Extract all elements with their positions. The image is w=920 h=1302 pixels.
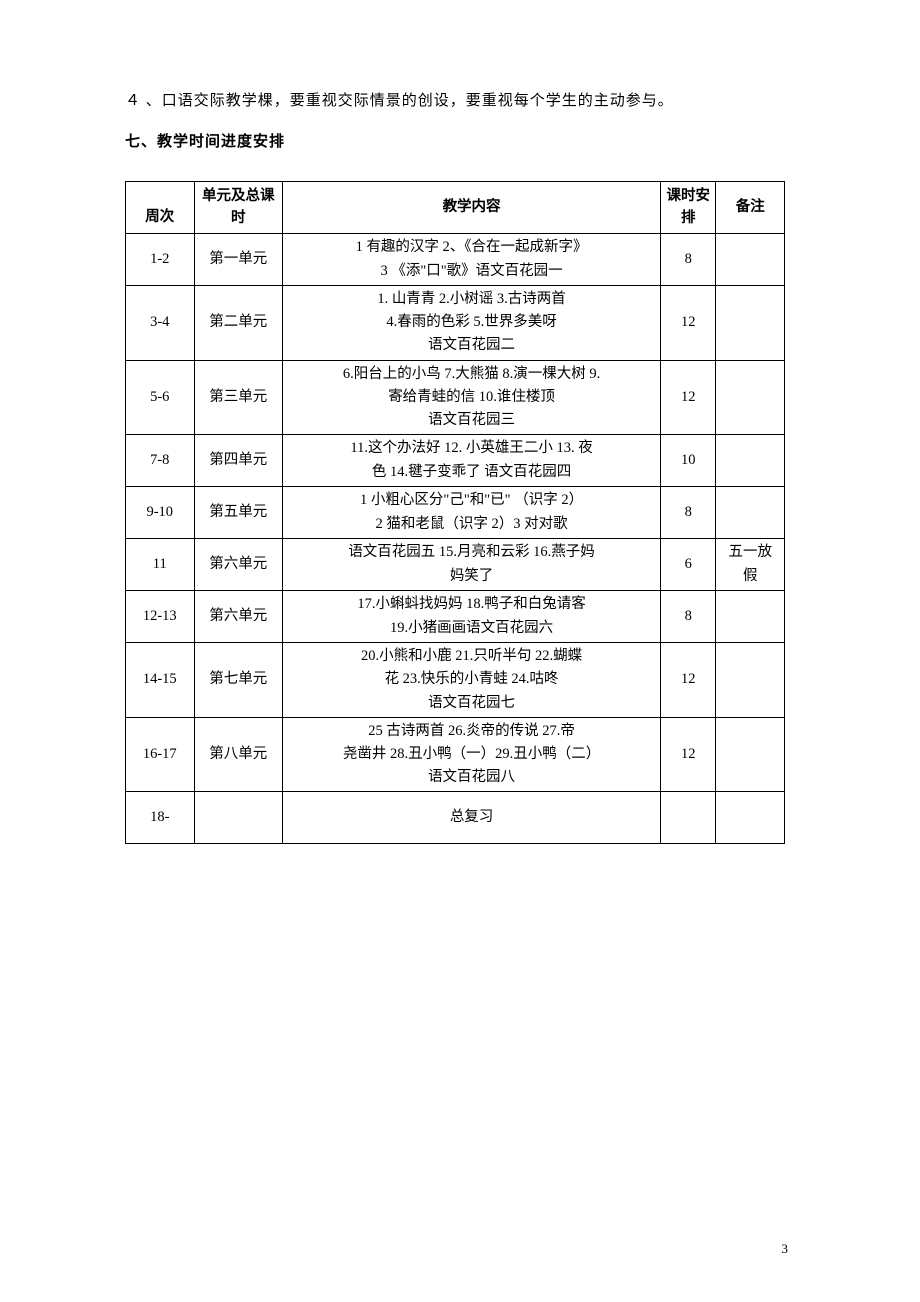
content-line: 1 有趣的汉字 2、《合在一起成新字》: [356, 239, 588, 255]
cell-notes: [716, 487, 785, 539]
table-row: 18- 总复习: [126, 792, 785, 844]
cell-hours: [661, 792, 716, 844]
schedule-table: 周次 单元及总课时 教学内容 课时安排 备注 1-2 第一单元 1 有趣的汉字 …: [125, 181, 785, 844]
content-line: 语文百花园七: [428, 695, 515, 711]
content-line: 语文百花园三: [428, 412, 515, 428]
table-row: 16-17 第八单元 25 古诗两首 26.炎帝的传说 27.帝 尧凿井 28.…: [126, 717, 785, 792]
cell-content: 语文百花园五 15.月亮和云彩 16.燕子妈 妈笑了: [283, 539, 661, 591]
header-unit: 单元及总课时: [194, 182, 282, 234]
cell-week: 7-8: [126, 435, 195, 487]
cell-notes: [716, 286, 785, 361]
content-line: 17.小蝌蚪找妈妈 18.鸭子和白兔请客: [357, 596, 585, 612]
table-row: 7-8 第四单元 11.这个办法好 12. 小英雄王二小 13. 夜 色 14.…: [126, 435, 785, 487]
cell-hours: 8: [661, 234, 716, 286]
content-line: 尧凿井 28.丑小鸭（一）29.丑小鸭（二）: [343, 746, 600, 762]
cell-unit: 第六单元: [194, 539, 282, 591]
cell-notes: [716, 234, 785, 286]
cell-content: 1. 山青青 2.小树谣 3.古诗两首 4.春雨的色彩 5.世界多美呀 语文百花…: [283, 286, 661, 361]
cell-notes: [716, 792, 785, 844]
cell-content: 17.小蝌蚪找妈妈 18.鸭子和白兔请客 19.小猪画画语文百花园六: [283, 591, 661, 643]
cell-notes: [716, 591, 785, 643]
cell-week: 16-17: [126, 717, 195, 792]
cell-hours: 12: [661, 286, 716, 361]
cell-content: 6.阳台上的小鸟 7.大熊猫 8.演一棵大树 9. 寄给青蛙的信 10.谁住楼顶…: [283, 360, 661, 435]
header-content: 教学内容: [283, 182, 661, 234]
table-row: 9-10 第五单元 1 小粗心区分"己"和"已" （识字 2） 2 猫和老鼠（识…: [126, 487, 785, 539]
content-line: 语文百花园八: [428, 769, 515, 785]
notes-line: 假: [743, 568, 758, 584]
cell-week: 18-: [126, 792, 195, 844]
cell-hours: 8: [661, 487, 716, 539]
header-notes: 备注: [716, 182, 785, 234]
page-number: 3: [782, 1241, 789, 1257]
cell-hours: 10: [661, 435, 716, 487]
table-row: 1-2 第一单元 1 有趣的汉字 2、《合在一起成新字》 3 《添"口"歌》语文…: [126, 234, 785, 286]
cell-hours: 12: [661, 717, 716, 792]
content-line: 4.春雨的色彩 5.世界多美呀: [386, 314, 556, 330]
cell-week: 9-10: [126, 487, 195, 539]
content-line: 2 猫和老鼠（识字 2）3 对对歌: [376, 516, 568, 532]
cell-notes: [716, 435, 785, 487]
cell-week: 5-6: [126, 360, 195, 435]
cell-unit: [194, 792, 282, 844]
section-heading: 七、教学时间进度安排: [125, 126, 795, 159]
cell-content: 总复习: [283, 792, 661, 844]
cell-notes: [716, 360, 785, 435]
cell-content: 20.小熊和小鹿 21.只听半句 22.蝴蝶 花 23.快乐的小青蛙 24.咕咚…: [283, 643, 661, 718]
content-line: 6.阳台上的小鸟 7.大熊猫 8.演一棵大树 9.: [343, 366, 600, 382]
notes-line: 五一放: [728, 544, 772, 560]
cell-hours: 12: [661, 360, 716, 435]
table-row: 11 第六单元 语文百花园五 15.月亮和云彩 16.燕子妈 妈笑了 6 五一放…: [126, 539, 785, 591]
cell-hours: 12: [661, 643, 716, 718]
cell-unit: 第一单元: [194, 234, 282, 286]
cell-week: 1-2: [126, 234, 195, 286]
header-hours: 课时安排: [661, 182, 716, 234]
table-header-row: 周次 单元及总课时 教学内容 课时安排 备注: [126, 182, 785, 234]
content-line: 19.小猪画画语文百花园六: [390, 620, 553, 636]
table-row: 12-13 第六单元 17.小蝌蚪找妈妈 18.鸭子和白兔请客 19.小猪画画语…: [126, 591, 785, 643]
cell-week: 14-15: [126, 643, 195, 718]
cell-unit: 第八单元: [194, 717, 282, 792]
content-line: 25 古诗两首 26.炎帝的传说 27.帝: [368, 723, 575, 739]
content-line: 11.这个办法好 12. 小英雄王二小 13. 夜: [350, 440, 592, 456]
header-week: 周次: [126, 182, 195, 234]
content-line: 总复习: [450, 809, 494, 825]
content-line: 语文百花园五 15.月亮和云彩 16.燕子妈: [348, 544, 595, 560]
cell-content: 11.这个办法好 12. 小英雄王二小 13. 夜 色 14.毽子变乖了 语文百…: [283, 435, 661, 487]
content-line: 3 《添"口"歌》语文百花园一: [380, 263, 562, 279]
cell-content: 1 小粗心区分"己"和"已" （识字 2） 2 猫和老鼠（识字 2）3 对对歌: [283, 487, 661, 539]
content-line: 1 小粗心区分"己"和"已" （识字 2）: [360, 492, 583, 508]
table-row: 14-15 第七单元 20.小熊和小鹿 21.只听半句 22.蝴蝶 花 23.快…: [126, 643, 785, 718]
cell-notes: 五一放 假: [716, 539, 785, 591]
table-row: 3-4 第二单元 1. 山青青 2.小树谣 3.古诗两首 4.春雨的色彩 5.世…: [126, 286, 785, 361]
cell-week: 12-13: [126, 591, 195, 643]
content-line: 语文百花园二: [428, 337, 515, 353]
cell-unit: 第三单元: [194, 360, 282, 435]
content-line: 20.小熊和小鹿 21.只听半句 22.蝴蝶: [361, 648, 582, 664]
table-row: 5-6 第三单元 6.阳台上的小鸟 7.大熊猫 8.演一棵大树 9. 寄给青蛙的…: [126, 360, 785, 435]
content-line: 色 14.毽子变乖了 语文百花园四: [372, 464, 571, 480]
cell-hours: 6: [661, 539, 716, 591]
cell-hours: 8: [661, 591, 716, 643]
cell-notes: [716, 717, 785, 792]
cell-content: 1 有趣的汉字 2、《合在一起成新字》 3 《添"口"歌》语文百花园一: [283, 234, 661, 286]
cell-notes: [716, 643, 785, 718]
cell-unit: 第七单元: [194, 643, 282, 718]
content-line: 妈笑了: [450, 568, 494, 584]
content-line: 花 23.快乐的小青蛙 24.咕咚: [385, 671, 559, 687]
cell-unit: 第二单元: [194, 286, 282, 361]
paragraph-item-4: ４ 、口语交际教学棵，要重视交际情景的创设，要重视每个学生的主动参与。: [125, 85, 795, 118]
cell-week: 11: [126, 539, 195, 591]
cell-content: 25 古诗两首 26.炎帝的传说 27.帝 尧凿井 28.丑小鸭（一）29.丑小…: [283, 717, 661, 792]
cell-unit: 第四单元: [194, 435, 282, 487]
content-line: 寄给青蛙的信 10.谁住楼顶: [388, 389, 555, 405]
cell-unit: 第五单元: [194, 487, 282, 539]
content-line: 1. 山青青 2.小树谣 3.古诗两首: [377, 291, 566, 307]
cell-week: 3-4: [126, 286, 195, 361]
cell-unit: 第六单元: [194, 591, 282, 643]
